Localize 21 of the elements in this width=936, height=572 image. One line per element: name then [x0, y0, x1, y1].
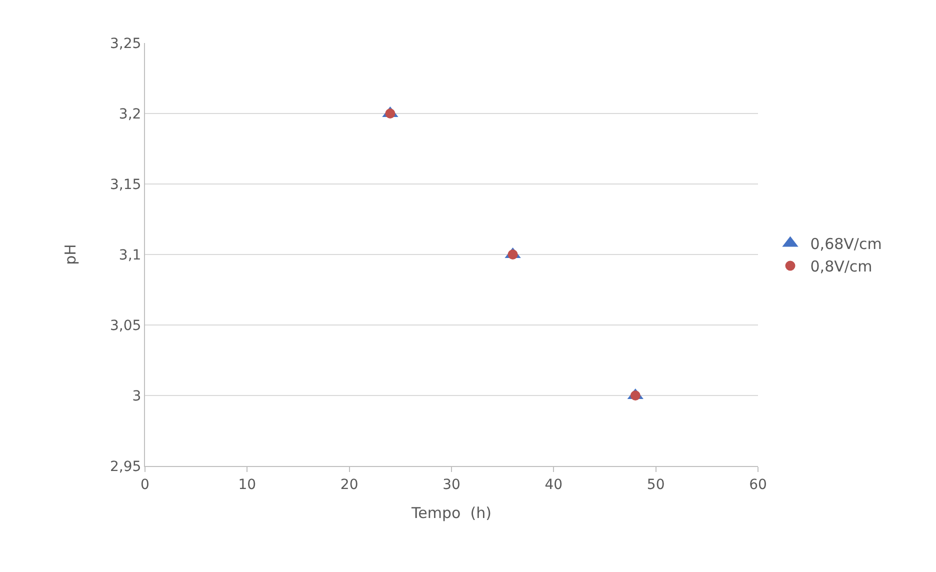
x-axis-title: Tempo (h) [410, 504, 492, 522]
x-tick-label: 20 [340, 476, 358, 493]
y-tick-label: 3,05 [110, 318, 142, 334]
y-tick-label: 3 [132, 388, 142, 404]
y-tick-label: 2,95 [110, 458, 142, 475]
x-tick-label: 0 [140, 476, 150, 493]
x-tick-label: 30 [442, 476, 460, 493]
y-tick-label: 3,25 [110, 36, 142, 52]
y-tick-label: 3,2 [118, 106, 142, 122]
x-tick-label: 10 [238, 476, 256, 493]
y-axis-title: pH [61, 244, 80, 265]
x-tick-label: 60 [749, 476, 767, 493]
legend-label: 0,8V/cm [810, 258, 872, 276]
y-tick-label: 3,15 [110, 176, 142, 193]
legend-label: 0,68V/cm [810, 235, 882, 254]
point [385, 108, 396, 118]
y-tick-label: 3,1 [118, 247, 142, 264]
point [630, 390, 640, 400]
x-tick-label: 40 [544, 476, 563, 493]
point [508, 250, 518, 260]
x-tick-label: 50 [646, 476, 665, 493]
